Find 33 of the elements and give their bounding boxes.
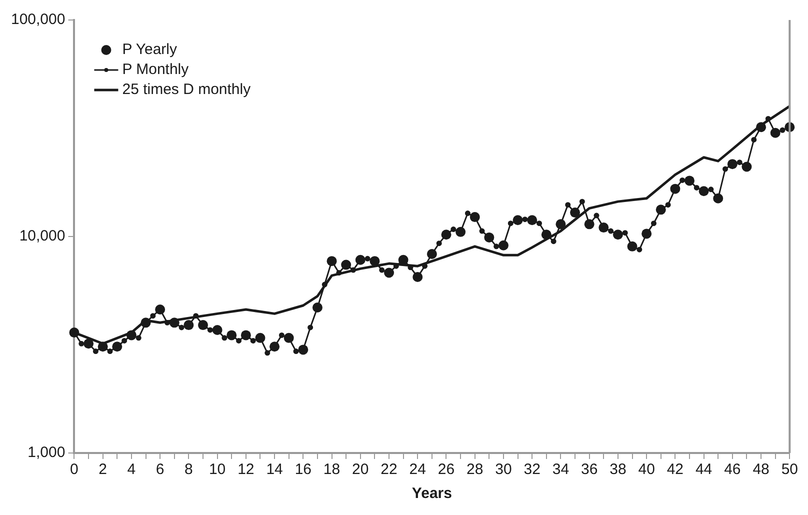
y-tick-label: 100,000	[10, 11, 66, 28]
x-tick-label: 20	[352, 461, 369, 478]
x-tick-label: 30	[495, 461, 512, 478]
x-tick-label: 28	[466, 461, 484, 478]
y-tick-label: 10,000	[19, 228, 66, 245]
legend-label: P Monthly	[122, 61, 190, 78]
x-tick-label: 24	[409, 461, 426, 478]
x-tick-label: 4	[127, 461, 136, 478]
x-tick-label: 22	[380, 461, 398, 478]
y-tick-label: 1,000	[28, 444, 66, 462]
x-tick-label: 38	[610, 461, 626, 478]
x-tick-label: 8	[184, 461, 193, 478]
x-tick-label: 18	[323, 461, 340, 478]
x-tick-label: 36	[580, 461, 598, 478]
x-tick-label: 50	[781, 461, 798, 478]
x-tick-label: 42	[666, 461, 684, 478]
x-tick-label: 0	[70, 461, 78, 478]
x-tick-label: 16	[294, 461, 312, 478]
x-tick-label: 6	[156, 461, 164, 478]
x-tick-label: 12	[238, 461, 254, 478]
x-tick-label: 32	[524, 461, 540, 478]
legend-label: P Yearly	[122, 41, 178, 58]
x-tick-label: 40	[638, 461, 655, 478]
legend-label: 25 times D monthly	[122, 81, 252, 98]
x-tick-label: 44	[695, 461, 712, 478]
x-tick-label: 48	[752, 461, 770, 478]
x-tick-label: 10	[208, 461, 226, 478]
x-tick-label: 14	[266, 461, 283, 478]
x-tick-label: 26	[438, 461, 455, 478]
x-tick-label: 34	[552, 461, 570, 478]
x-tick-label: 46	[724, 461, 741, 478]
x-axis-title: Years	[412, 485, 452, 502]
x-tick-label: 2	[98, 461, 108, 478]
